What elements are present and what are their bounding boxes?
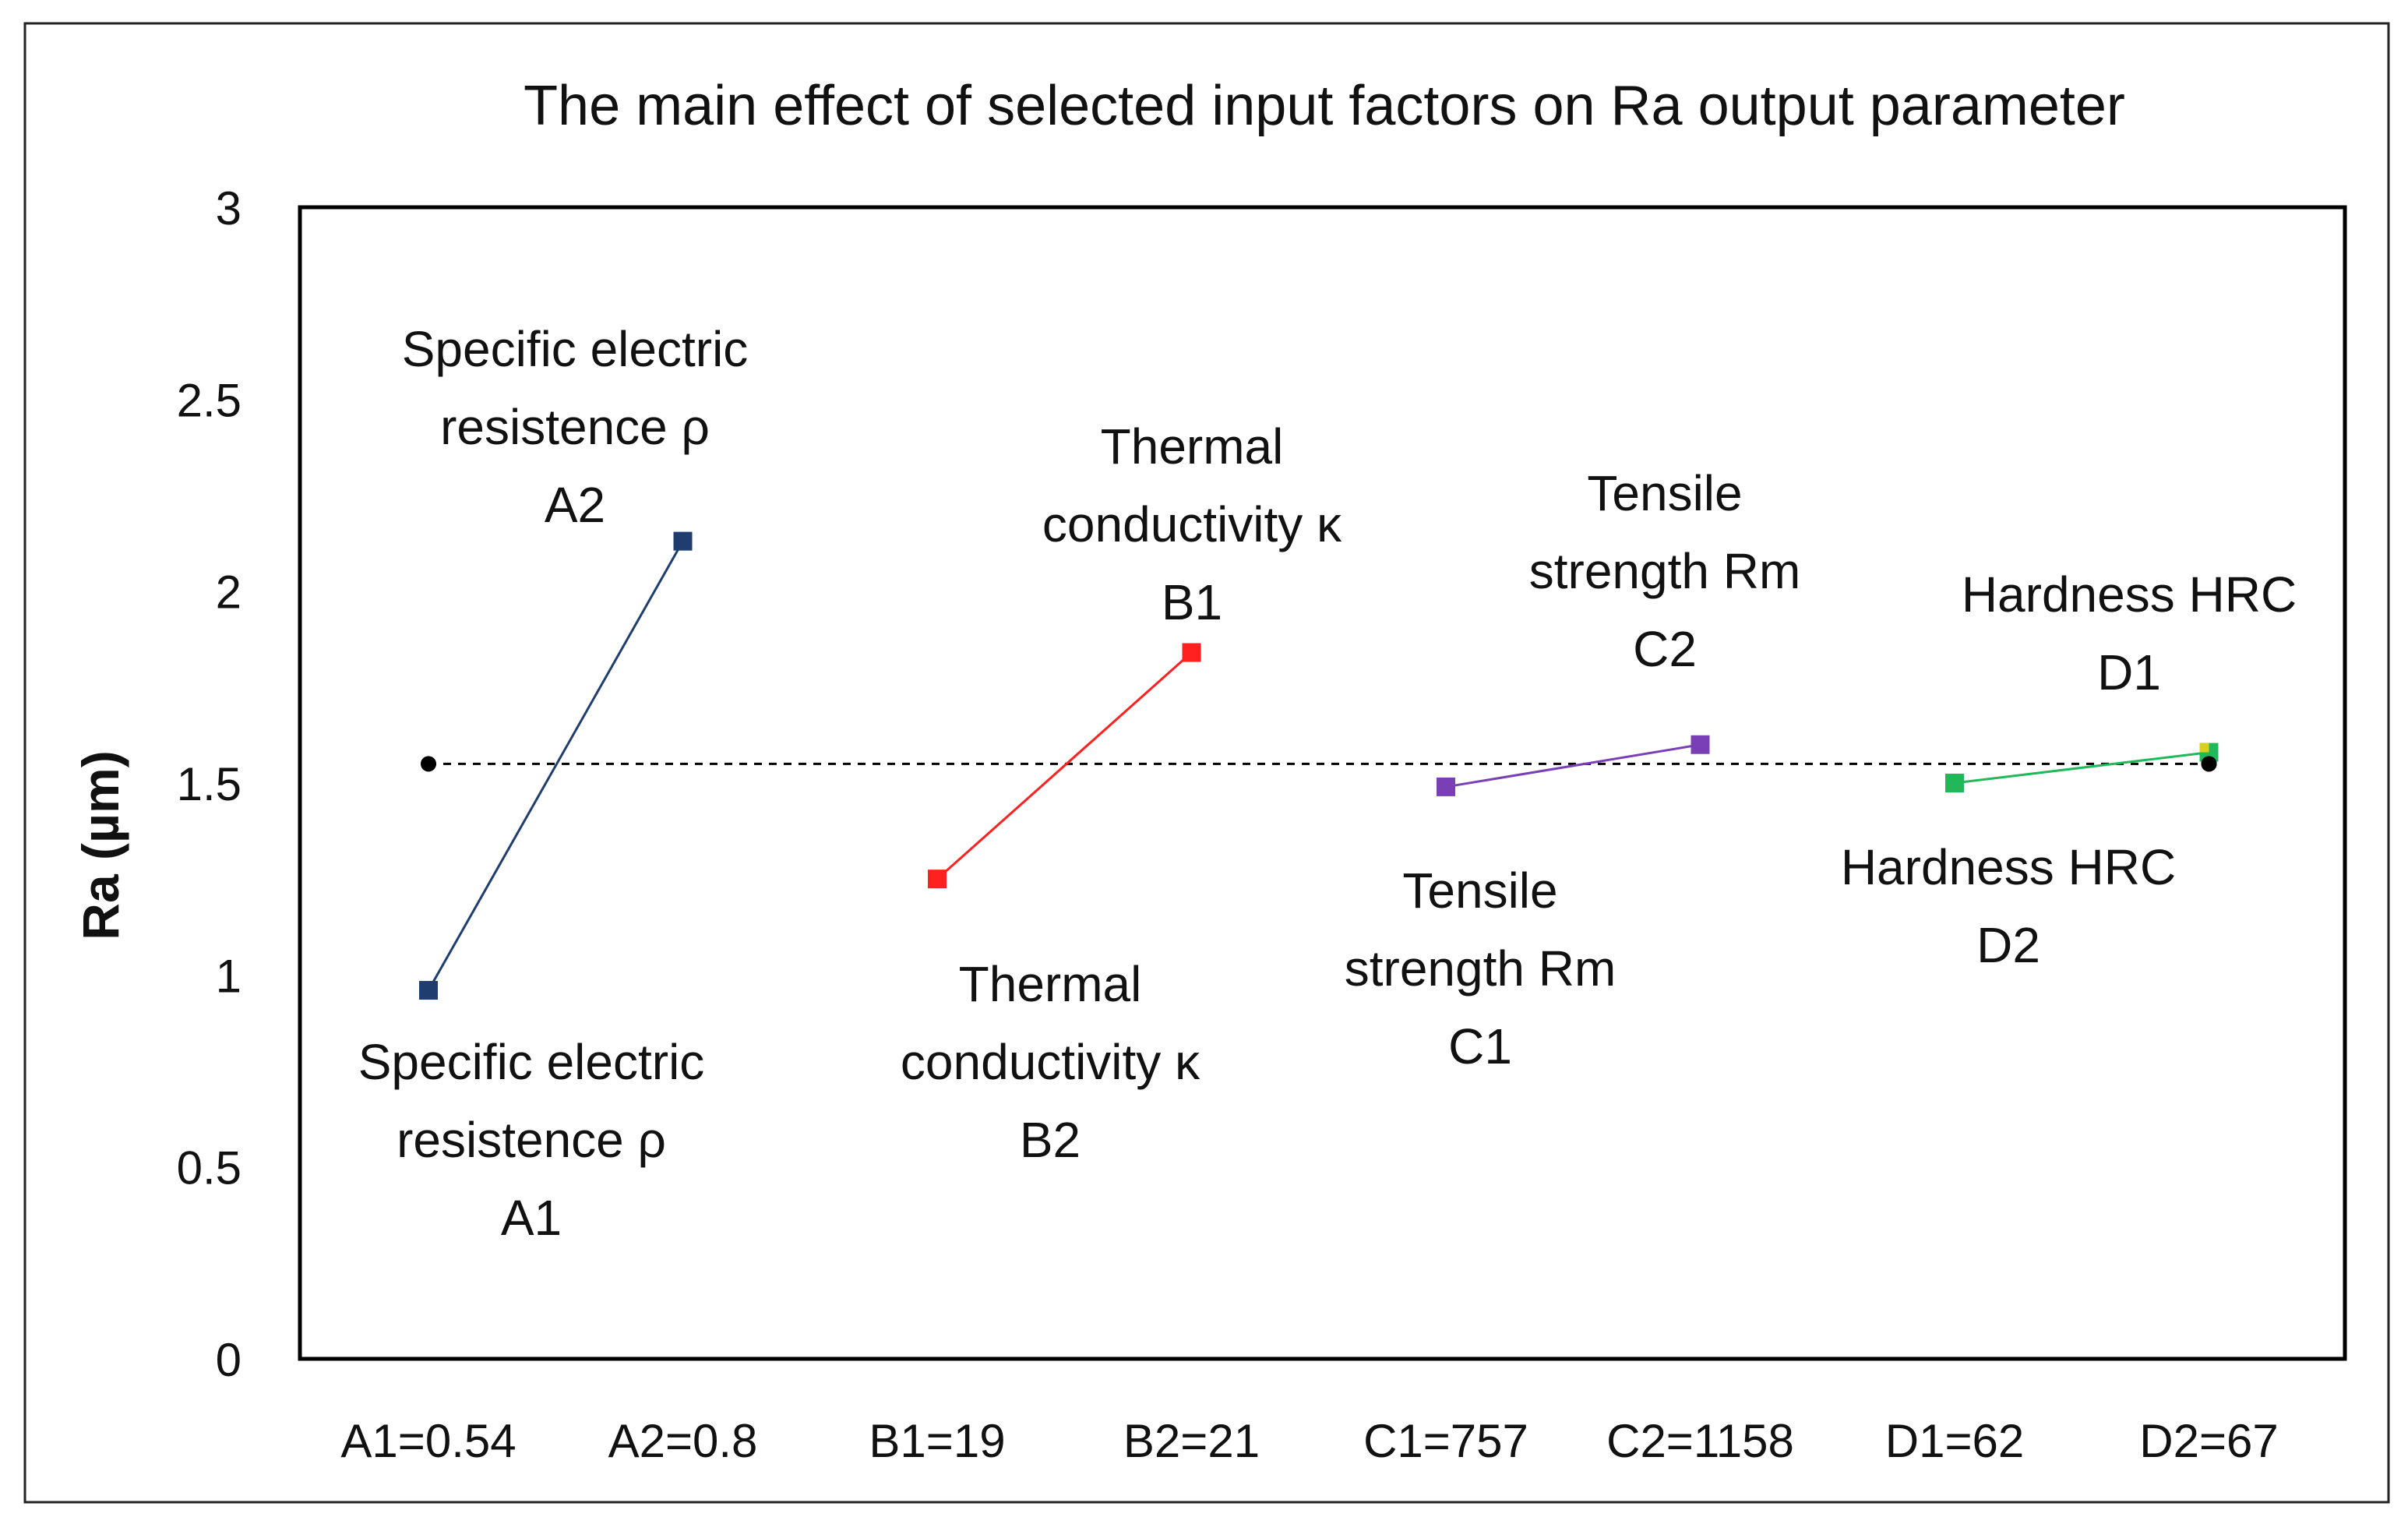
annotation-label: Specific electric [402,321,749,377]
annotation-label: Tensile [1587,465,1742,521]
series-group [419,531,2219,1000]
chart-title: The main effect of selected input factor… [524,75,2125,137]
y-tick-label: 3 [216,182,242,235]
annotation-label: A2 [545,477,605,533]
annotation-label: Specific electric [358,1034,705,1090]
annotation-label: D2 [1976,917,2040,973]
annotation-label: C1 [1448,1018,1512,1074]
y-tick-label: 1.5 [177,758,242,810]
x-tick-label: D1=62 [1885,1415,2024,1467]
data-point [1945,774,1964,792]
annotation-label: B1 [1162,574,1222,630]
data-point [928,870,947,889]
annotation-label: Hardness HRC [1841,839,2176,895]
annotation-label: resistence ρ [440,399,710,455]
y-tick-label: 0 [216,1334,242,1386]
series-line [1954,751,2209,785]
annotation-label: resistence ρ [397,1112,666,1168]
annotation-label: conductivity κ [901,1034,1200,1090]
annotation-label: Tensile [1402,863,1557,919]
y-tick-label: 1 [216,950,242,1002]
annotation-label: strength Rm [1529,543,1801,599]
chart-outer-frame [23,22,2390,1504]
x-ticks: A1=0.54 A2=0.8 B1=19 B2=21 C1=757 C2=1158 D1=6… [340,1415,2278,1467]
x-tick-label: C2=1158 [1606,1415,1794,1467]
data-point [1182,643,1201,662]
x-tick-label: B1=19 [869,1415,1005,1467]
data-point [1437,777,1455,796]
data-point [1691,735,1710,754]
series-line [427,540,684,991]
annotation-label: D1 [2097,644,2161,700]
annotation-label: strength Rm [1345,940,1616,997]
y-tick-label: 2 [216,566,242,619]
y-ticks: 0 0.5 1 1.5 2 2.5 3 [177,182,242,1386]
x-tick-label: A1=0.54 [340,1415,516,1467]
annotation-label: Thermal [959,956,1142,1012]
data-point [419,981,438,1000]
data-point [673,531,693,551]
x-tick-label: A2=0.8 [608,1415,758,1467]
x-tick-label: D2=67 [2139,1415,2278,1467]
plot-area [298,205,2347,1361]
annotation-label: B2 [1020,1112,1081,1168]
y-tick-label: 2.5 [177,374,242,426]
mean-marker [421,756,436,772]
annotations: Specific electric resistence ρ A2 Specific … [358,321,2297,1246]
annotation-label: A1 [501,1190,562,1246]
y-axis-label: Ra (µm) [72,750,129,940]
data-point-accent [2199,743,2209,753]
series-line [936,651,1193,880]
x-tick-label: C1=757 [1363,1415,1528,1467]
x-tick-label: B2=21 [1123,1415,1260,1467]
y-tick-label: 0.5 [177,1142,242,1194]
annotation-label: conductivity κ [1042,496,1342,552]
annotation-label: Hardness HRC [1962,566,2297,623]
series-line [1445,743,1701,788]
annotation-label: Thermal [1101,418,1284,474]
mean-marker [2201,756,2217,772]
annotation-label: C2 [1633,621,1697,677]
